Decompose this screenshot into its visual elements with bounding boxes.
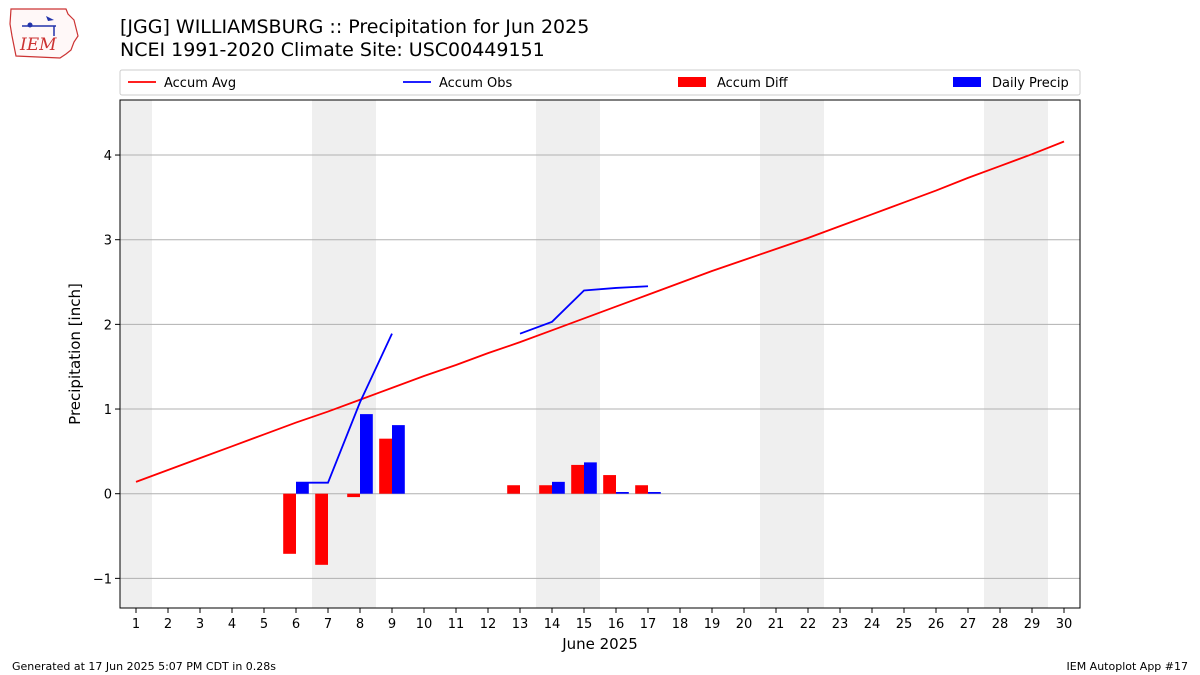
accum-diff-bar-day-15 xyxy=(571,464,584,494)
legend-label: Accum Avg xyxy=(164,76,236,91)
daily-precip-bar-day-15 xyxy=(584,462,597,494)
weekend-band-22 xyxy=(792,100,824,608)
footer-app: IEM Autoplot App #17 xyxy=(1066,660,1189,673)
x-axis: 1 2 3 4 5 6 7 8 9 10 11 12 13 14 15 16 17 18 19 20 21 22 23 24 2… xyxy=(132,608,1072,632)
weekend-band-1 xyxy=(120,100,152,608)
y-tick-label: 4 xyxy=(104,149,112,164)
y-tick-label: 1 xyxy=(104,403,112,418)
x-tick-label: 6 xyxy=(292,617,300,632)
legend-label: Accum Obs xyxy=(439,76,512,91)
x-tick-label: 27 xyxy=(960,617,977,632)
y-tick-label: −1 xyxy=(93,572,112,587)
series-lines xyxy=(135,140,1065,484)
x-tick-label: 25 xyxy=(896,617,913,632)
footer-generated: Generated at 17 Jun 2025 5:07 PM CDT in … xyxy=(12,660,277,673)
plot-frame xyxy=(119,99,1081,609)
daily-precip-bar-day-14 xyxy=(552,481,565,494)
bars xyxy=(283,414,661,565)
x-tick-label: 16 xyxy=(608,617,625,632)
legend-swatch-2 xyxy=(678,77,706,87)
daily-precip-bar-day-8 xyxy=(360,414,373,494)
x-tick-label: 24 xyxy=(864,617,881,632)
x-tick-label: 2 xyxy=(164,617,172,632)
daily-precip-bar-day-16 xyxy=(616,492,629,494)
x-tick-label: 26 xyxy=(928,617,945,632)
accum-diff-bar-day-9 xyxy=(379,438,392,494)
weekend-bands xyxy=(120,100,1048,608)
x-tick-label: 19 xyxy=(704,617,721,632)
x-tick-label: 13 xyxy=(512,617,529,632)
x-tick-label: 18 xyxy=(672,617,689,632)
accum-avg-line-0 xyxy=(135,140,1065,483)
weekend-band-14 xyxy=(536,100,568,608)
x-tick-label: 8 xyxy=(356,617,364,632)
x-tick-label: 3 xyxy=(196,617,204,632)
x-tick-label: 7 xyxy=(324,617,332,632)
daily-precip-bar-day-9 xyxy=(392,425,405,494)
accum-diff-bar-day-7 xyxy=(315,493,328,565)
weekend-band-8 xyxy=(344,100,376,608)
x-tick-label: 21 xyxy=(768,617,785,632)
y-tick-label: 3 xyxy=(104,234,112,249)
x-tick-label: 12 xyxy=(480,617,497,632)
x-tick-label: 20 xyxy=(736,617,753,632)
weekend-band-15 xyxy=(568,100,600,608)
x-axis-label: June 2025 xyxy=(561,635,638,653)
accum-obs-line-1 xyxy=(519,285,649,335)
weekend-band-28 xyxy=(984,100,1016,608)
daily-precip-bar-day-17 xyxy=(648,492,661,494)
weekend-band-21 xyxy=(760,100,792,608)
y-axis-label: Precipitation [inch] xyxy=(66,283,84,425)
y-axis: −1 0 1 2 3 4 xyxy=(93,149,120,587)
daily-precip-bar-day-6 xyxy=(296,482,309,494)
accum-diff-bar-day-6 xyxy=(283,493,296,554)
x-tick-label: 9 xyxy=(388,617,396,632)
accum-obs-line-0 xyxy=(296,333,393,484)
accum-diff-bar-day-8 xyxy=(347,493,360,498)
chart-subtitle: NCEI 1991-2020 Climate Site: USC00449151 xyxy=(120,39,545,61)
x-tick-label: 29 xyxy=(1024,617,1041,632)
x-tick-label: 14 xyxy=(544,617,561,632)
y-tick-label: 2 xyxy=(104,318,112,333)
gridlines xyxy=(120,154,1080,579)
accum-diff-bar-day-14 xyxy=(539,485,552,494)
logo-text: IEM xyxy=(19,35,57,55)
x-tick-label: 22 xyxy=(800,617,817,632)
x-tick-label: 17 xyxy=(640,617,657,632)
chart-title: [JGG] WILLIAMSBURG :: Precipitation for … xyxy=(120,16,590,38)
x-tick-label: 1 xyxy=(132,617,140,632)
x-tick-label: 28 xyxy=(992,617,1009,632)
weekend-band-29 xyxy=(1016,100,1048,608)
legend-label: Accum Diff xyxy=(717,76,789,91)
x-tick-label: 4 xyxy=(228,617,236,632)
accum-diff-bar-day-13 xyxy=(507,485,520,494)
iem-logo: IEM xyxy=(9,8,79,59)
legend-frame xyxy=(119,69,1081,96)
accum-diff-bar-day-17 xyxy=(635,485,648,494)
x-tick-label: 11 xyxy=(448,617,465,632)
legend-label: Daily Precip xyxy=(992,76,1069,91)
x-tick-label: 15 xyxy=(576,617,593,632)
legend: Accum Avg Accum Obs Accum Diff Daily Precip xyxy=(119,69,1081,96)
x-tick-label: 5 xyxy=(260,617,268,632)
y-tick-label: 0 xyxy=(104,488,112,503)
x-tick-label: 30 xyxy=(1056,617,1073,632)
x-tick-label: 10 xyxy=(416,617,433,632)
accum-diff-bar-day-16 xyxy=(603,475,616,494)
x-tick-label: 23 xyxy=(832,617,849,632)
legend-swatch-3 xyxy=(953,77,981,87)
